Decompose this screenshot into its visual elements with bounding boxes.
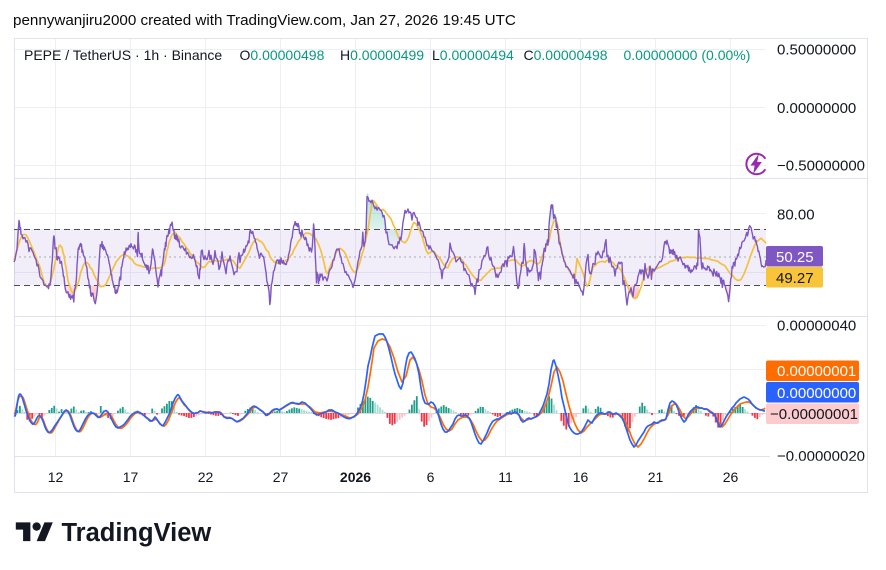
svg-text:−0.00000020: −0.00000020: [777, 448, 865, 465]
svg-text:0.00000000: 0.00000000: [777, 385, 856, 402]
svg-text:16: 16: [573, 469, 589, 485]
svg-text:TradingView: TradingView: [62, 519, 212, 547]
svg-text:2026: 2026: [340, 469, 371, 485]
svg-text:−0.00000001: −0.00000001: [770, 406, 858, 423]
svg-text:17: 17: [123, 469, 139, 485]
svg-text:11: 11: [498, 469, 513, 485]
svg-text:80.00: 80.00: [777, 207, 815, 224]
svg-text:0.00000000 (0.00%): 0.00000000 (0.00%): [624, 47, 751, 63]
svg-text:−0.50000000: −0.50000000: [777, 158, 865, 175]
svg-text:0.00000040: 0.00000040: [777, 318, 856, 335]
svg-text:C0.00000498: C0.00000498: [524, 47, 608, 63]
svg-text:50.25: 50.25: [776, 249, 814, 266]
svg-text:O0.00000498: O0.00000498: [240, 47, 325, 63]
svg-text:49.27: 49.27: [776, 270, 814, 287]
svg-text:0.00000000: 0.00000000: [777, 100, 856, 117]
svg-text:12: 12: [48, 469, 64, 485]
svg-text:26: 26: [723, 469, 739, 485]
svg-text:22: 22: [198, 469, 214, 485]
svg-text:0.50000000: 0.50000000: [777, 42, 856, 59]
svg-text:0.00000001: 0.00000001: [777, 363, 856, 380]
svg-text:6: 6: [427, 469, 435, 485]
svg-text:21: 21: [648, 469, 664, 485]
svg-text:PEPE / TetherUS · 1h · Binance: PEPE / TetherUS · 1h · Binance: [24, 47, 222, 63]
svg-text:27: 27: [273, 469, 289, 485]
svg-text:L0.00000494: L0.00000494: [432, 47, 514, 63]
svg-text:H0.00000499: H0.00000499: [340, 47, 424, 63]
svg-text:pennywanjiru2000 created with: pennywanjiru2000 created with TradingVie…: [13, 12, 516, 29]
